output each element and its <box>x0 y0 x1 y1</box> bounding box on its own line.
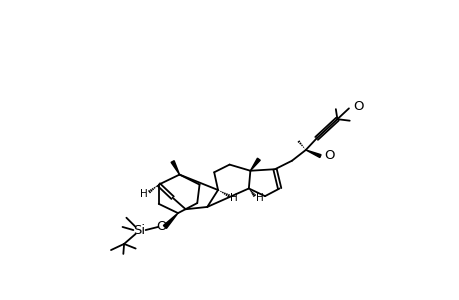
Text: O: O <box>156 220 167 233</box>
Polygon shape <box>171 161 179 175</box>
Text: H: H <box>255 193 263 203</box>
Text: Si: Si <box>132 224 145 236</box>
Polygon shape <box>163 213 178 228</box>
Polygon shape <box>305 150 320 158</box>
Text: H: H <box>140 189 148 199</box>
Text: H: H <box>230 193 238 203</box>
Polygon shape <box>250 158 260 171</box>
Text: O: O <box>352 100 363 113</box>
Text: O: O <box>324 149 334 162</box>
